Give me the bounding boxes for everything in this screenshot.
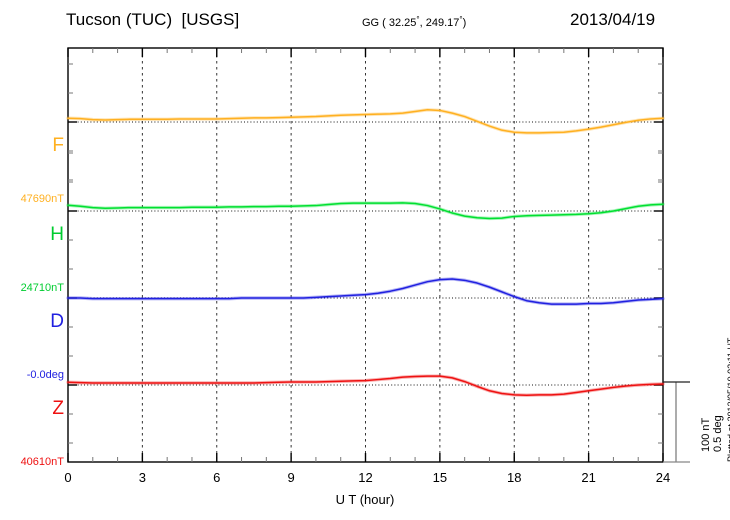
- component-symbol-d: D: [50, 311, 64, 332]
- component-value-d: -0.0deg: [26, 369, 64, 381]
- geographic-coordinates: GG ( 32.25°, 249.17°): [362, 15, 466, 29]
- component-value-h: 24710nT: [20, 282, 64, 294]
- observation-date: 2013/04/19: [570, 10, 656, 29]
- coords-longitude: 249.17: [425, 17, 460, 29]
- x-tick-label-0: 0: [64, 470, 72, 485]
- component-value-f: 47690nT: [20, 193, 64, 205]
- coords-latitude: 32.25: [388, 17, 417, 29]
- coords-suffix: ): [462, 17, 467, 29]
- degree-symbol-lat: °: [416, 15, 420, 24]
- x-tick-label-24: 24: [655, 470, 671, 485]
- data-traces: [66, 108, 665, 397]
- scale-bar-deg-label: 0.5 deg: [712, 415, 724, 452]
- grid-lines: [141, 49, 590, 461]
- component-label-f: F 47690nT: [2, 100, 64, 242]
- component-value-z: 40610nT: [20, 456, 64, 468]
- degree-symbol-lon: °: [459, 15, 463, 24]
- x-axis-title: U T (hour): [335, 492, 395, 507]
- component-symbol-z: Z: [52, 398, 64, 419]
- x-tick-label-15: 15: [432, 470, 448, 485]
- component-label-h: H 24710nT: [2, 189, 64, 331]
- trace-f: [67, 109, 664, 134]
- component-label-d: D -0.0deg: [2, 276, 64, 418]
- x-tick-label-21: 21: [581, 470, 596, 485]
- coords-prefix: GG (: [362, 17, 389, 29]
- x-axis-major-ticks: [67, 48, 664, 462]
- scale-bar-nt-label: 100 nT: [700, 417, 712, 452]
- x-tick-label-9: 9: [287, 470, 295, 485]
- x-tick-label-3: 3: [138, 470, 146, 485]
- component-label-z: Z 40610nT: [2, 363, 64, 505]
- scale-bar: [663, 381, 690, 463]
- component-symbol-h: H: [50, 224, 64, 245]
- trace-h: [67, 202, 664, 220]
- x-tick-label-12: 12: [358, 470, 373, 485]
- component-symbol-f: F: [52, 135, 64, 156]
- coords-separator: ,: [419, 17, 426, 29]
- trace-d: [67, 278, 664, 305]
- x-axis-minor-ticks: [92, 48, 639, 462]
- plotted-timestamp: Plotted at 2013/05/19 02:11 UT: [726, 337, 730, 462]
- x-tick-label-6: 6: [213, 470, 221, 485]
- x-tick-label-18: 18: [507, 470, 522, 485]
- trace-z: [67, 375, 664, 396]
- station-title: Tucson (TUC) [USGS]: [66, 10, 240, 29]
